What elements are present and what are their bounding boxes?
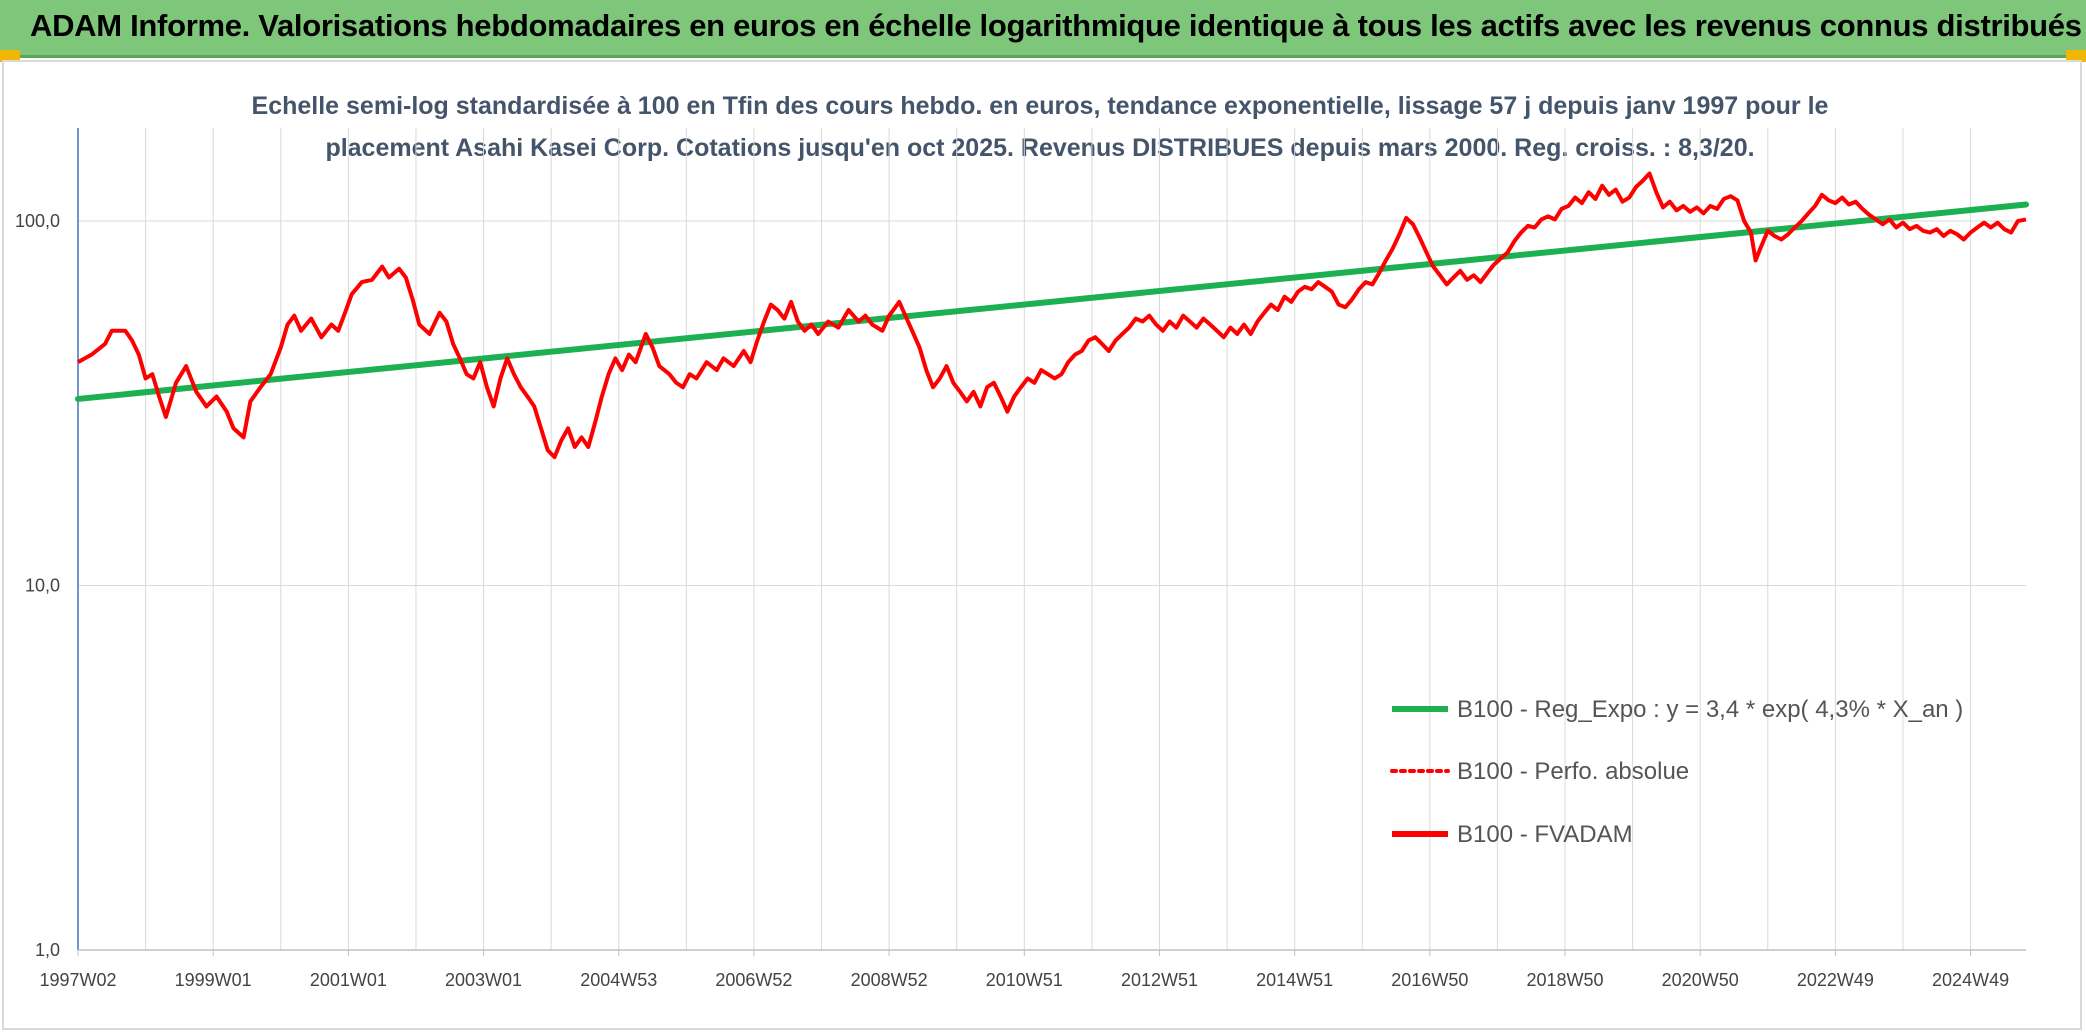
legend: B100 - Reg_Expo : y = 3,4 * exp( 4,3% * … [1390, 696, 1963, 848]
legend-item-perfo-absolue-label: B100 - Perfo. absolue [1457, 758, 1689, 785]
chart-title-line-2: placement Asahi Kasei Corp. Cotations ju… [325, 134, 1755, 162]
x-tick-label: 2022W49 [1797, 970, 1874, 990]
series-line-regression [75, 201, 2029, 402]
x-tick-label: 2018W50 [1526, 970, 1603, 990]
axes: 1,0 10,0 100,0 1997W02 1999W01 2001W01 2003W01… [15, 128, 2026, 990]
x-tick-label: 2020W50 [1662, 970, 1739, 990]
grid-lines [77, 128, 2026, 951]
x-tick-label: 2010W51 [986, 970, 1063, 990]
y-tick-label: 100,0 [15, 211, 60, 231]
x-tick-label: 2006W52 [715, 970, 792, 990]
x-tick-label: 1999W01 [175, 970, 252, 990]
x-tick-label: 2001W01 [310, 970, 387, 990]
y-tick-label: 10,0 [25, 576, 60, 596]
corner-marker-left [0, 50, 20, 62]
legend-item-fvadam-label: B100 - FVADAM [1457, 821, 1633, 848]
x-tick-label: 2008W52 [851, 970, 928, 990]
corner-marker-right [2066, 50, 2086, 62]
y-tick-label: 1,0 [35, 940, 60, 960]
report-title: ADAM Informe. Valorisations hebdomadaire… [30, 8, 2082, 43]
x-tick-label: 2012W51 [1121, 970, 1198, 990]
legend-item-regression-label: B100 - Reg_Expo : y = 3,4 * exp( 4,3% * … [1457, 696, 1963, 723]
x-tick-label: 2003W01 [445, 970, 522, 990]
x-tick-label: 2004W53 [580, 970, 657, 990]
x-tick-label: 2024W49 [1932, 970, 2009, 990]
x-tick-label: 1997W02 [39, 970, 116, 990]
x-tick-label: 2016W50 [1391, 970, 1468, 990]
chart-title-line-1: Echelle semi-log standardisée à 100 en T… [251, 92, 1829, 120]
chart-frame [2, 60, 2082, 1030]
series-line-fvadam [77, 171, 2027, 460]
x-tick-label: 2014W51 [1256, 970, 1333, 990]
report-header-bar: ADAM Informe. Valorisations hebdomadaire… [0, 0, 2086, 58]
series-layer [75, 171, 2029, 460]
